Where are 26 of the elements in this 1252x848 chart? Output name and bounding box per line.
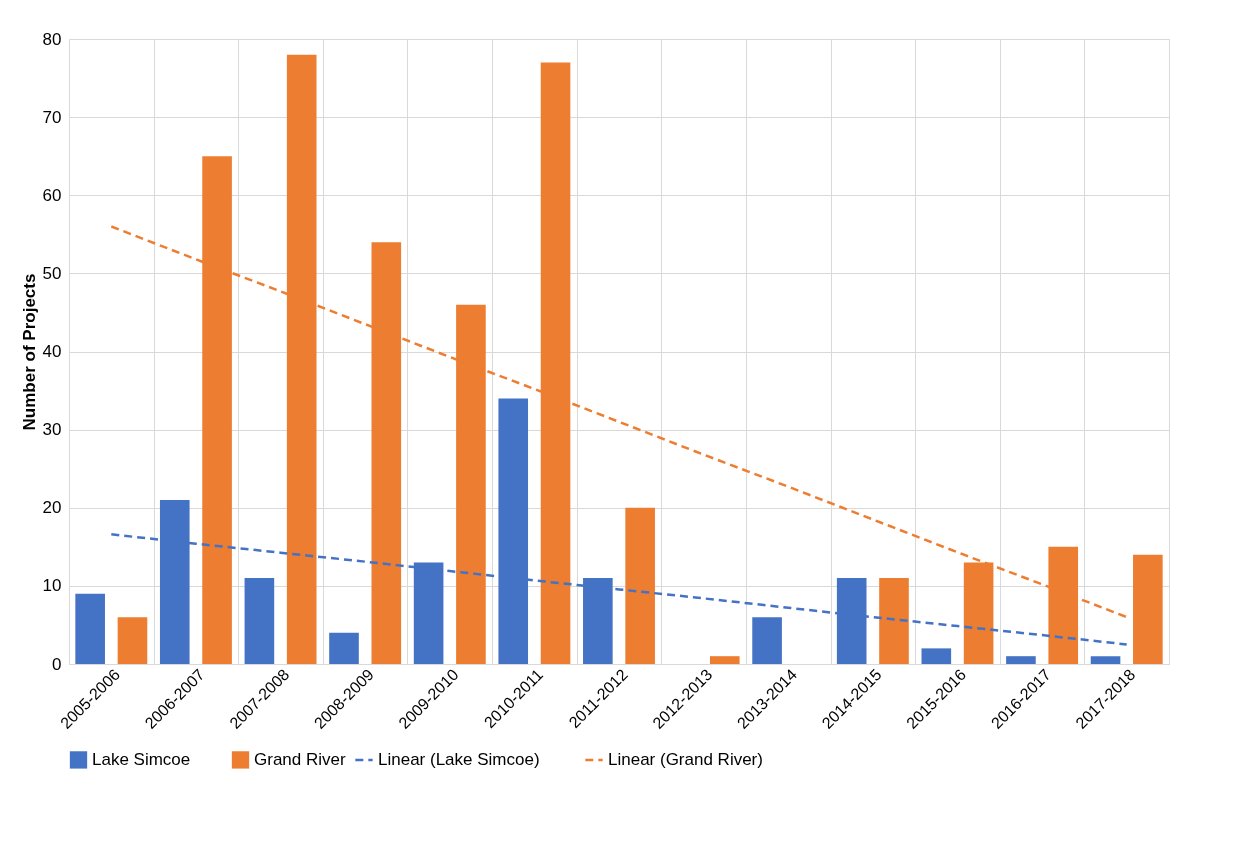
y-tick-label: 0 bbox=[52, 654, 62, 674]
bar bbox=[921, 648, 952, 664]
y-tick-label: 30 bbox=[42, 420, 62, 440]
bar bbox=[752, 617, 782, 664]
bar bbox=[879, 578, 909, 664]
y-tick-label: 40 bbox=[42, 342, 62, 361]
y-tick-label: 20 bbox=[42, 498, 62, 518]
bar bbox=[117, 617, 148, 664]
y-axis-title: Number of Projects bbox=[19, 273, 39, 431]
y-tick-label: 50 bbox=[42, 263, 62, 283]
bar bbox=[329, 632, 359, 664]
y-tick-label: 80 bbox=[42, 29, 62, 49]
bar bbox=[1133, 554, 1163, 664]
bar bbox=[244, 578, 275, 664]
legend-label: Linear (Grand River) bbox=[608, 750, 763, 769]
bar bbox=[709, 656, 740, 664]
legend-label: Linear (Lake Simcoe) bbox=[378, 750, 540, 769]
bar bbox=[75, 593, 105, 664]
y-tick-label: 60 bbox=[42, 185, 62, 205]
y-tick-label: 10 bbox=[42, 576, 62, 596]
bar bbox=[1090, 656, 1121, 664]
legend-label: Lake Simcoe bbox=[92, 749, 191, 769]
y-tick-label: 70 bbox=[42, 107, 62, 127]
legend-label: Grand River bbox=[254, 749, 346, 769]
bar bbox=[625, 507, 655, 664]
bar bbox=[1006, 656, 1036, 664]
